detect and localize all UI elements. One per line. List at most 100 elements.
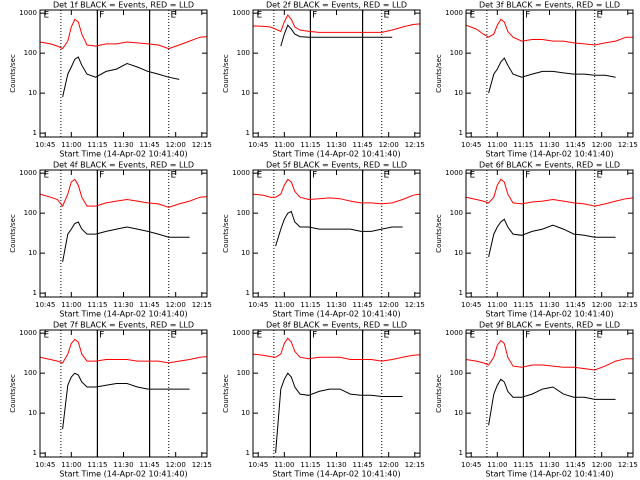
annotation: F <box>525 171 530 181</box>
y-tick-label: 100 <box>24 209 37 217</box>
y-tick-label: 1 <box>33 129 37 137</box>
x-tick-label: 11:30 <box>539 141 559 149</box>
x-tick-label: 11:15 <box>87 461 107 469</box>
y-axis-label: Counts/sec <box>222 374 230 413</box>
x-tick-label: 11:30 <box>326 141 346 149</box>
x-tick-label: 10:45 <box>461 461 481 469</box>
x-tick-label: 11:00 <box>274 461 294 469</box>
y-axis-label: Counts/sec <box>9 54 17 93</box>
chart-title: Det 2f BLACK = Events, RED = LLD <box>266 1 407 10</box>
chart-title: Det 3f BLACK = Events, RED = LLD <box>479 1 620 10</box>
annotation: E <box>596 331 602 341</box>
y-tick-label: 10 <box>28 89 37 97</box>
x-tick-label: 11:15 <box>87 301 107 309</box>
series-line <box>39 178 208 208</box>
annotation: E <box>596 11 602 21</box>
x-axis-label: Start Time (14-Apr-02 10:41:40) <box>485 310 613 319</box>
y-tick-label: 1 <box>33 449 37 457</box>
y-tick-label: 1 <box>459 129 463 137</box>
x-tick-label: 11:15 <box>513 461 533 469</box>
y-axis-label: Counts/sec <box>435 374 443 413</box>
annotation: E <box>170 331 176 341</box>
x-axis-label: Start Time (14-Apr-02 10:41:40) <box>272 310 400 319</box>
annotation: F <box>312 11 317 21</box>
chart-title: Det 1f BLACK = Events, RED = LLD <box>53 1 194 10</box>
series-line <box>488 378 616 426</box>
y-tick-label: 1 <box>33 289 37 297</box>
x-tick-label: 11:30 <box>326 301 346 309</box>
y-tick-label: 100 <box>237 209 250 217</box>
x-axis-label: Start Time (14-Apr-02 10:41:40) <box>59 310 187 319</box>
x-axis-label: Start Time (14-Apr-02 10:41:40) <box>485 470 613 479</box>
annotation: E <box>170 171 176 181</box>
plot-frame <box>39 169 208 298</box>
x-tick-label: 12:00 <box>379 301 399 309</box>
annotation: F <box>312 331 317 341</box>
x-tick-label: 11:30 <box>326 461 346 469</box>
series-line <box>62 372 190 430</box>
y-tick-label: 1 <box>459 449 463 457</box>
x-tick-label: 12:00 <box>592 461 612 469</box>
x-tick-label: 11:45 <box>140 301 160 309</box>
x-tick-label: 10:45 <box>248 141 268 149</box>
y-axis-label: Counts/sec <box>9 214 17 253</box>
y-tick-label: 1 <box>246 289 250 297</box>
y-tick-label: 10 <box>454 89 463 97</box>
y-tick-label: 100 <box>237 49 250 57</box>
series-line <box>465 178 634 207</box>
y-tick-label: 100 <box>237 369 250 377</box>
y-tick-label: 10 <box>28 409 37 417</box>
x-axis-label: Start Time (14-Apr-02 10:41:40) <box>59 150 187 159</box>
y-tick-label: 1000 <box>445 9 463 17</box>
x-tick-label: 10:45 <box>461 141 481 149</box>
series-line <box>62 56 180 98</box>
y-tick-label: 100 <box>24 369 37 377</box>
annotation: E <box>256 171 262 181</box>
chart-title: Det 4f BLACK = Events, RED = LLD <box>53 161 194 170</box>
y-axis-label: Counts/sec <box>9 374 17 413</box>
annotation: E <box>43 331 49 341</box>
plot-frame <box>465 329 634 458</box>
y-tick-label: 100 <box>450 209 463 217</box>
y-tick-label: 100 <box>24 49 37 57</box>
x-tick-label: 10:45 <box>35 141 55 149</box>
y-tick-label: 10 <box>241 249 250 257</box>
y-tick-label: 1000 <box>19 329 37 337</box>
x-tick-label: 12:00 <box>166 301 186 309</box>
annotation: F <box>99 11 104 21</box>
plot-frame <box>465 169 634 298</box>
x-tick-label: 11:30 <box>113 141 133 149</box>
x-tick-label: 10:45 <box>461 301 481 309</box>
x-tick-label: 11:15 <box>300 141 320 149</box>
y-axis-label: Counts/sec <box>222 54 230 93</box>
x-tick-label: 11:45 <box>353 301 373 309</box>
annotation: F <box>525 331 530 341</box>
x-tick-label: 11:00 <box>487 141 507 149</box>
x-tick-label: 11:45 <box>140 461 160 469</box>
x-tick-label: 11:00 <box>487 301 507 309</box>
x-axis-label: Start Time (14-Apr-02 10:41:40) <box>485 150 613 159</box>
annotation: E <box>383 171 389 181</box>
y-tick-label: 10 <box>28 249 37 257</box>
annotation: E <box>43 11 49 21</box>
chart-title: Det 5f BLACK = Events, RED = LLD <box>266 161 407 170</box>
x-tick-label: 12:15 <box>618 141 638 149</box>
x-tick-label: 11:15 <box>87 141 107 149</box>
x-tick-label: 11:15 <box>300 461 320 469</box>
y-tick-label: 1 <box>246 449 250 457</box>
x-tick-label: 12:00 <box>166 461 186 469</box>
x-tick-label: 11:00 <box>274 141 294 149</box>
annotation: E <box>469 171 475 181</box>
y-tick-label: 10 <box>454 409 463 417</box>
annotation: E <box>383 11 389 21</box>
annotation: E <box>383 331 389 341</box>
x-tick-label: 10:45 <box>248 301 268 309</box>
x-tick-label: 12:00 <box>166 141 186 149</box>
x-tick-label: 12:15 <box>618 461 638 469</box>
x-tick-label: 12:15 <box>405 461 425 469</box>
series-line <box>62 221 190 263</box>
series-line <box>488 218 616 258</box>
x-tick-label: 11:30 <box>539 461 559 469</box>
chart-title: Det 8f BLACK = Events, RED = LLD <box>266 321 407 330</box>
x-tick-label: 12:15 <box>192 461 212 469</box>
